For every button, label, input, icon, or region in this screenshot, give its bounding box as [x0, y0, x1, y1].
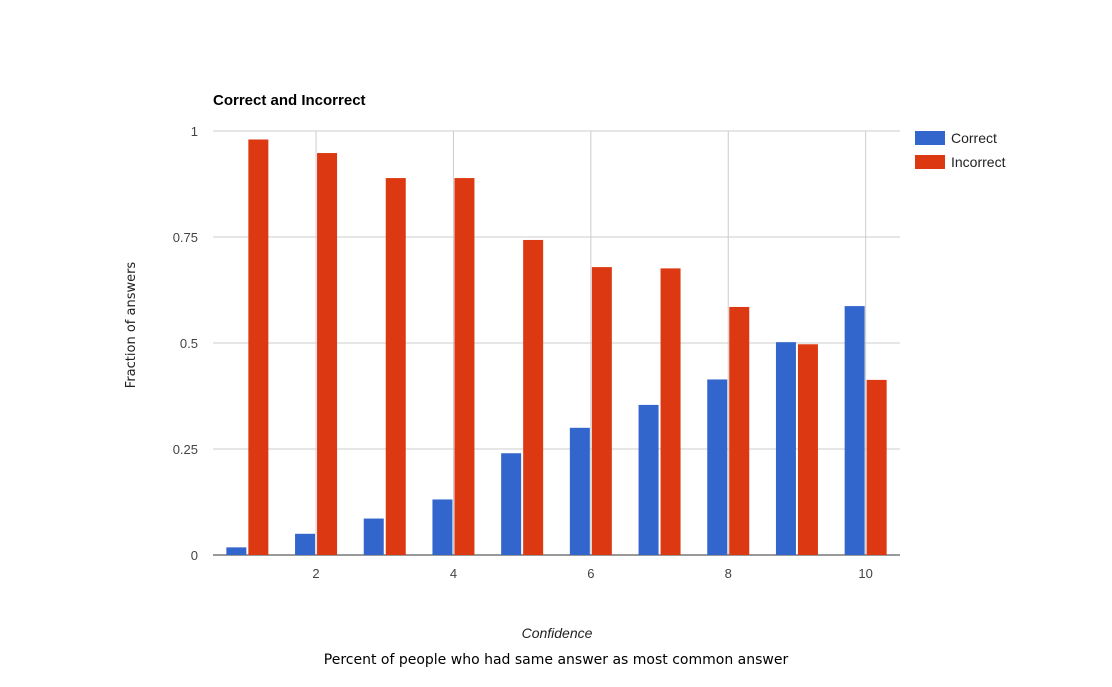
bar-correct-10: [844, 306, 865, 555]
bar-correct-3: [363, 518, 384, 555]
x-tick-label: 6: [587, 566, 594, 581]
bar-incorrect-9: [797, 344, 818, 555]
bar-correct-9: [775, 342, 796, 555]
x-tick-label: 8: [725, 566, 732, 581]
bar-correct-5: [501, 453, 522, 555]
bar-incorrect-8: [729, 306, 750, 555]
chart-caption: Percent of people who had same answer as…: [323, 652, 789, 668]
bar-correct-7: [638, 404, 659, 555]
y-tick-label: 0.25: [173, 442, 198, 457]
bar-incorrect-4: [454, 178, 475, 555]
gridlines: [213, 130, 900, 556]
bar-correct-4: [432, 499, 453, 555]
y-tick-label: 0: [191, 548, 198, 563]
bar-incorrect-1: [248, 139, 269, 556]
bar-incorrect-3: [385, 178, 406, 555]
bar-incorrect-6: [591, 267, 612, 555]
legend-swatch-correct: [915, 131, 945, 145]
x-axis-label: Confidence: [522, 625, 593, 641]
x-tick-label: 4: [450, 566, 457, 581]
x-axis-ticks: 2 4 6 8 10: [312, 566, 872, 581]
bars: [226, 139, 887, 556]
bar-incorrect-10: [866, 379, 887, 555]
y-tick-label: 1: [191, 124, 198, 139]
chart-title: Correct and Incorrect: [213, 92, 366, 109]
legend: Correct Incorrect: [915, 130, 1006, 170]
x-tick-label: 10: [858, 566, 872, 581]
x-tick-label: 2: [312, 566, 319, 581]
legend-label-incorrect: Incorrect: [951, 154, 1006, 170]
y-axis-ticks: 0 0.25 0.5 0.75 1: [173, 124, 198, 563]
legend-swatch-incorrect: [915, 155, 945, 169]
bar-incorrect-7: [660, 268, 681, 555]
bar-correct-1: [226, 547, 247, 555]
y-tick-label: 0.75: [173, 230, 198, 245]
bar-correct-6: [569, 427, 590, 555]
bar-correct-8: [707, 379, 728, 555]
bar-correct-2: [295, 533, 316, 555]
y-axis-label: Fraction of answers: [124, 262, 139, 389]
legend-label-correct: Correct: [951, 130, 997, 146]
bar-incorrect-5: [523, 239, 544, 555]
y-tick-label: 0.5: [180, 336, 198, 351]
bar-incorrect-2: [317, 153, 338, 555]
